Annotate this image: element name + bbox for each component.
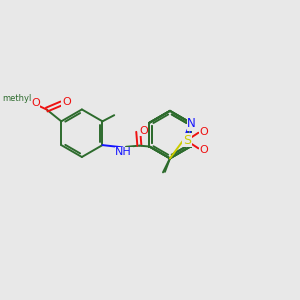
Text: O: O: [199, 145, 208, 154]
Text: O: O: [31, 98, 40, 108]
Text: O: O: [139, 126, 148, 136]
Text: O: O: [62, 97, 71, 107]
Text: O: O: [199, 127, 208, 136]
Text: S: S: [183, 134, 191, 146]
Text: N: N: [187, 117, 196, 130]
Text: methyl: methyl: [2, 94, 31, 103]
Text: NH: NH: [115, 147, 132, 158]
